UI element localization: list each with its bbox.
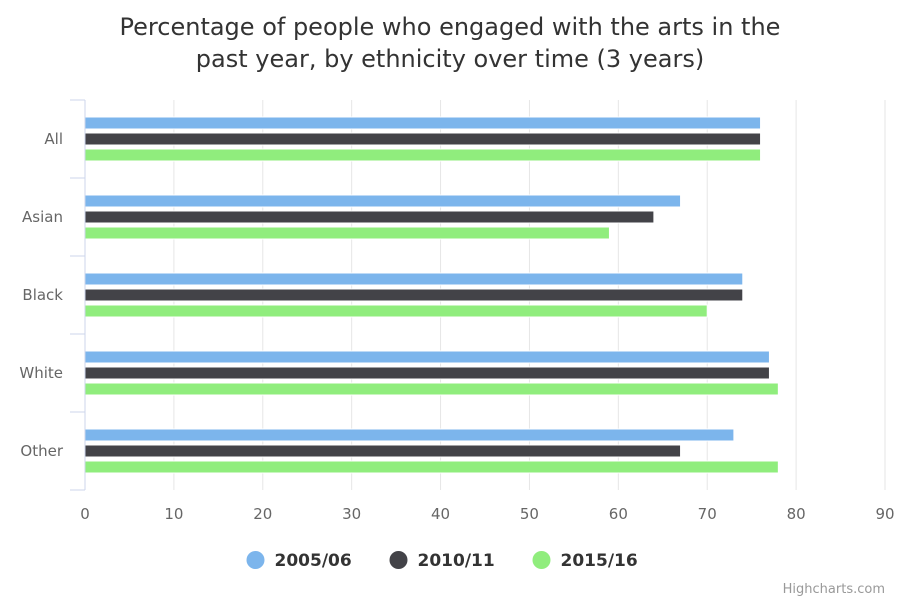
x-tick-label: 30 xyxy=(342,505,361,523)
bar[interactable] xyxy=(84,460,779,474)
bars xyxy=(84,116,779,474)
legend-item[interactable]: 2010/11 xyxy=(389,551,495,571)
bar[interactable] xyxy=(84,444,682,458)
legend[interactable]: 2005/06 2010/11 2015/16 xyxy=(246,551,638,571)
legend-label: 2005/06 xyxy=(275,551,352,571)
category-label: All xyxy=(44,130,63,148)
bar[interactable] xyxy=(84,428,735,442)
x-tick-label: 10 xyxy=(164,505,183,523)
bar[interactable] xyxy=(84,132,762,146)
legend-symbol xyxy=(389,551,408,569)
chart-title-line-1: Percentage of people who engaged with th… xyxy=(120,13,781,41)
category-label: White xyxy=(19,364,63,382)
x-tick-label: 80 xyxy=(787,505,806,523)
bar[interactable] xyxy=(84,116,762,130)
bar[interactable] xyxy=(84,350,770,364)
x-tick-label: 0 xyxy=(80,505,90,523)
x-tick-label: 40 xyxy=(431,505,450,523)
bar[interactable] xyxy=(84,382,779,396)
bar[interactable] xyxy=(84,148,762,162)
chart-title-line-2: past year, by ethnicity over time (3 yea… xyxy=(196,45,704,73)
bar[interactable] xyxy=(84,226,610,240)
value-axis: 0 10 20 30 40 50 60 70 80 90 xyxy=(80,505,894,523)
x-tick-label: 50 xyxy=(520,505,539,523)
category-label: Other xyxy=(20,442,63,460)
legend-label: 2010/11 xyxy=(418,551,495,571)
x-tick-label: 70 xyxy=(698,505,717,523)
category-axis: All Asian Black White Other xyxy=(19,99,86,491)
legend-symbol xyxy=(246,551,265,569)
bar[interactable] xyxy=(84,272,744,286)
bar[interactable] xyxy=(84,304,708,318)
bar[interactable] xyxy=(84,194,682,208)
legend-label: 2015/16 xyxy=(561,551,638,571)
x-tick-label: 60 xyxy=(609,505,628,523)
category-label: Black xyxy=(22,286,63,304)
bar[interactable] xyxy=(84,288,744,302)
legend-item[interactable]: 2015/16 xyxy=(532,551,638,571)
x-tick-label: 90 xyxy=(875,505,894,523)
bar[interactable] xyxy=(84,366,770,380)
legend-symbol xyxy=(532,551,551,569)
credits-link[interactable]: Highcharts.com xyxy=(783,582,885,597)
legend-item[interactable]: 2005/06 xyxy=(246,551,352,571)
x-tick-label: 20 xyxy=(253,505,272,523)
category-label: Asian xyxy=(22,208,63,226)
bar[interactable] xyxy=(84,210,655,224)
